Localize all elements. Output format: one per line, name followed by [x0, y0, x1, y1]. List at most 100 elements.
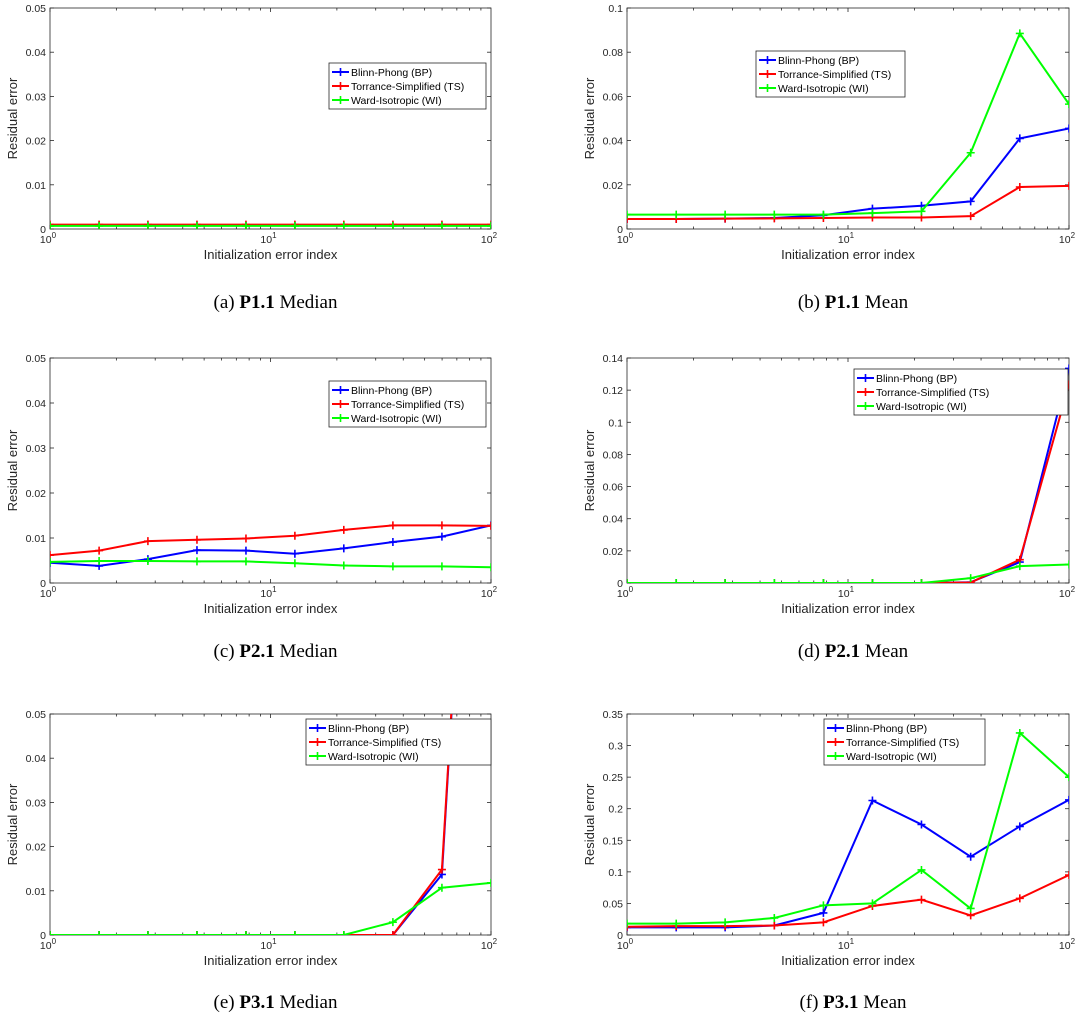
data-point-marker	[721, 210, 730, 219]
y-tick-label: 0.35	[603, 709, 624, 721]
data-point-marker	[437, 521, 446, 530]
legend-entry-label: Ward-Isotropic (WI)	[876, 401, 967, 413]
data-point-marker	[672, 919, 681, 928]
y-tick-label: 0.01	[26, 886, 47, 898]
data-point-marker	[917, 579, 926, 583]
data-point-marker	[241, 931, 250, 935]
y-tick-label: 0.08	[603, 47, 624, 59]
data-point-marker	[487, 221, 491, 229]
x-tick-label: 102	[1059, 585, 1076, 600]
data-point-marker	[627, 919, 631, 928]
series-line-2	[627, 384, 1069, 583]
data-point-marker	[339, 931, 348, 935]
x-tick-label: 101	[838, 585, 855, 600]
y-tick-label: 0.2	[608, 804, 623, 816]
legend-entry-label: Ward-Isotropic (WI)	[351, 413, 442, 425]
x-tick-label: 101	[838, 937, 855, 952]
data-point-marker	[627, 922, 631, 931]
x-tick-label: 101	[260, 585, 277, 600]
data-point-marker	[917, 895, 926, 904]
y-tick-label: 0.03	[26, 443, 47, 455]
legend-entry-label: Torrance-Simplified (TS)	[351, 81, 464, 93]
y-tick-label: 0.04	[26, 398, 47, 410]
y-tick-label: 0.15	[603, 835, 624, 847]
series-line-1	[627, 798, 1069, 929]
data-point-marker	[1015, 894, 1024, 903]
x-tick-label: 102	[481, 231, 498, 246]
data-point-marker	[721, 918, 730, 927]
y-tick-label: 0.1	[608, 867, 623, 879]
data-point-marker	[143, 556, 152, 565]
y-tick-label: 0.06	[603, 91, 624, 103]
legend: Blinn-Phong (BP) Torrance-Simplified (TS)…	[305, 718, 492, 766]
data-point-marker	[1065, 364, 1069, 373]
data-point-marker	[966, 148, 975, 157]
data-point-marker	[192, 931, 201, 935]
chart-panel-6: 0 0.05 0.1 0.15 0.2 0.25 0.3 0.35 100 101 102 Initi…	[582, 709, 1076, 1013]
series-line-3	[50, 559, 491, 569]
data-point-marker	[721, 579, 730, 583]
data-point-marker	[143, 537, 152, 546]
y-tick-label: 0	[40, 578, 46, 590]
data-point-marker	[1065, 181, 1069, 190]
y-tick-label: 0.05	[26, 3, 47, 15]
legend-entry-label: Torrance-Simplified (TS)	[778, 69, 891, 81]
data-point-marker	[290, 559, 299, 568]
data-point-marker	[1015, 562, 1024, 571]
series-line-1	[50, 524, 491, 567]
data-point-marker	[241, 221, 250, 229]
data-point-marker	[917, 865, 926, 874]
series-line-2	[627, 184, 1069, 221]
x-tick-label: 100	[40, 585, 57, 600]
y-axis-label: Residual error	[582, 77, 597, 159]
chart-panel-4: 0 0.02 0.04 0.06 0.08 0.1 0.12 0.14 100 101 102 Ini…	[582, 353, 1076, 662]
y-tick-label: 0.02	[26, 488, 47, 500]
data-point-marker	[241, 546, 250, 555]
data-point-marker	[770, 210, 779, 219]
y-tick-label: 0.03	[26, 797, 47, 809]
legend: Blinn-Phong (BP) Torrance-Simplified (TS)…	[328, 380, 487, 428]
y-tick-label: 0	[617, 578, 623, 590]
data-point-marker	[192, 546, 201, 555]
data-point-marker	[819, 918, 828, 927]
data-point-marker	[917, 207, 926, 216]
data-point-marker	[95, 931, 104, 935]
subfigure-caption: (b) P1.1 Mean	[798, 292, 909, 313]
data-point-marker	[672, 579, 681, 583]
data-point-marker	[966, 197, 975, 206]
legend-entry-label: Ward-Isotropic (WI)	[846, 751, 937, 763]
data-point-marker	[868, 579, 877, 583]
data-point-marker	[1065, 124, 1069, 133]
x-axis-label: Initialization error index	[781, 247, 915, 262]
y-tick-label: 0.02	[603, 546, 624, 558]
legend-entry-label: Torrance-Simplified (TS)	[351, 399, 464, 411]
data-point-marker	[1065, 100, 1069, 109]
subfigure-caption: (d) P2.1 Mean	[798, 641, 909, 662]
legend-entry-label: Ward-Isotropic (WI)	[778, 83, 869, 95]
y-tick-label: 0.05	[603, 898, 624, 910]
y-tick-label: 0.1	[608, 417, 623, 429]
y-tick-label: 0.14	[603, 353, 624, 365]
data-point-marker	[487, 563, 491, 572]
y-tick-label: 0.02	[603, 180, 624, 192]
y-tick-label: 0.04	[26, 753, 47, 765]
data-point-marker	[95, 546, 104, 555]
x-axis-label: Initialization error index	[204, 953, 338, 968]
data-point-marker	[388, 221, 397, 229]
legend-entry-label: Ward-Isotropic (WI)	[351, 95, 442, 107]
data-point-marker	[966, 911, 975, 920]
data-point-marker	[1015, 134, 1024, 143]
data-point-marker	[437, 883, 446, 892]
data-point-marker	[192, 221, 201, 229]
data-point-marker	[819, 579, 828, 583]
plot-area	[626, 7, 1070, 230]
data-point-marker	[1065, 773, 1069, 782]
data-point-marker	[388, 521, 397, 530]
chart-panel-5: 0 0.01 0.02 0.03 0.04 0.05 100 101 102 Initializa…	[5, 709, 498, 1013]
data-point-marker	[1065, 795, 1069, 804]
x-axis-label: Initialization error index	[781, 601, 915, 616]
y-axis-label: Residual error	[5, 429, 20, 511]
x-axis-label: Initialization error index	[204, 601, 338, 616]
x-tick-label: 101	[260, 231, 277, 246]
series-line-2	[50, 714, 453, 935]
